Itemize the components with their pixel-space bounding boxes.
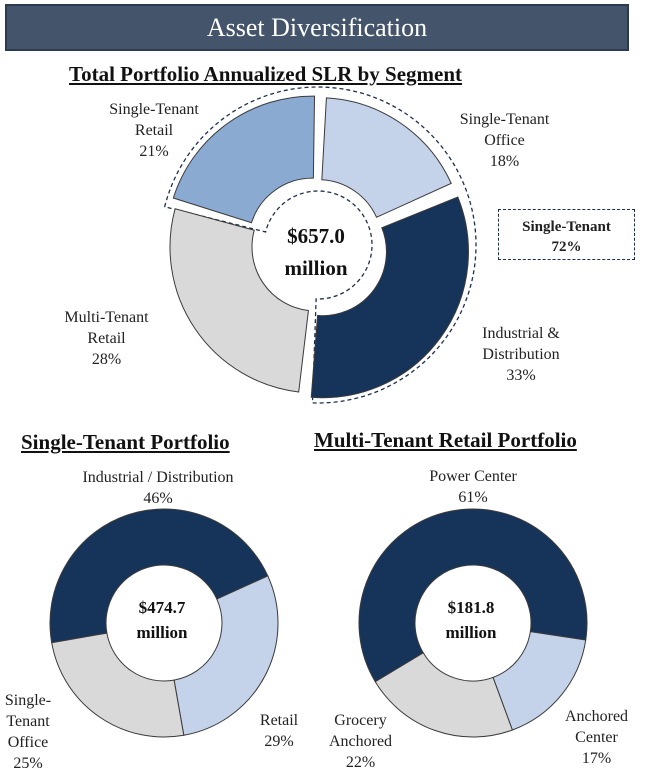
center-total: $657.0 million — [284, 224, 348, 280]
label-power-center: Power Center 61% — [429, 468, 517, 506]
multi-tenant-slice-0 — [358, 508, 588, 683]
label-mt-retail: Multi-Tenant Retail 28% — [64, 309, 149, 368]
single-tenant-slice-1 — [173, 575, 279, 736]
single-tenant-slice-2 — [51, 632, 185, 738]
center-single-tenant: $474.7 million — [136, 598, 188, 642]
page-banner: Asset Diversification — [5, 4, 629, 51]
center-multi-tenant: $181.8 million — [445, 598, 497, 642]
label-grocery-anchored: Grocery Anchored 22% — [328, 712, 393, 771]
total-slice-1 — [310, 196, 469, 399]
multi-tenant-slice-2 — [374, 652, 514, 738]
total-slice-0 — [321, 97, 452, 218]
label-st-industrial: Industrial / Distribution 46% — [82, 469, 234, 507]
page-title: Asset Diversification — [206, 12, 428, 42]
chart-title-total: Total Portfolio Annualized SLR by Segmen… — [69, 62, 463, 86]
total-slice-3 — [172, 95, 316, 224]
label-anchored-center: Anchored Center 17% — [564, 708, 629, 767]
single-tenant-slice-0 — [49, 508, 269, 644]
total-slice-2 — [169, 208, 309, 393]
label-st-office: Single-Tenant Office 18% — [459, 111, 550, 170]
chart-title-multi-tenant: Multi-Tenant Retail Portfolio — [314, 428, 577, 452]
label-st-office-2: Single- Tenant Office 25% — [4, 692, 52, 772]
chart-title-single-tenant: Single-Tenant Portfolio — [21, 430, 230, 454]
label-industrial: Industrial & Distribution 33% — [482, 325, 560, 384]
single-tenant-callout: Single-Tenant 72% — [498, 209, 635, 260]
single-tenant-group-outline — [163, 86, 477, 404]
label-st-retail-2: Retail 29% — [259, 712, 299, 750]
label-st-retail: Single-Tenant Retail 21% — [109, 101, 199, 160]
